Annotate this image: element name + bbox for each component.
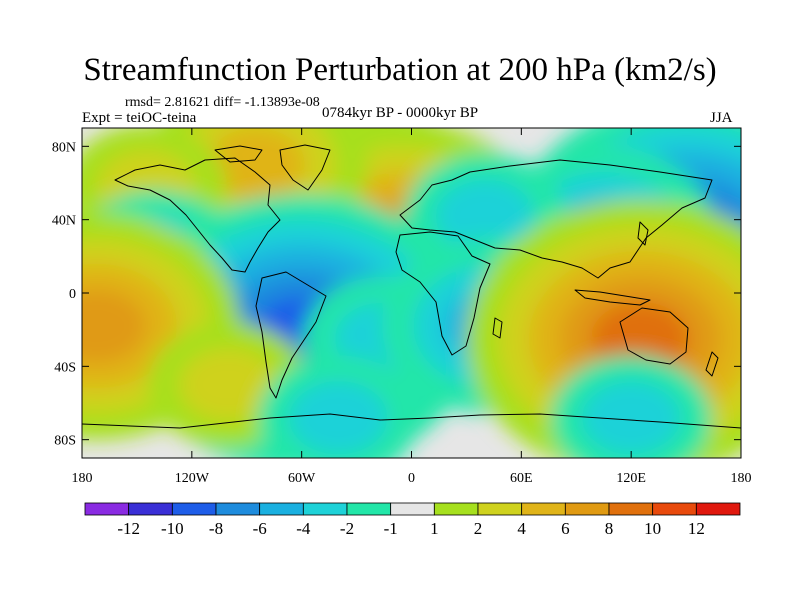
anomaly-antarctic-low bbox=[257, 355, 419, 458]
coast-south-america bbox=[255, 271, 327, 399]
colorbar-label-5: -2 bbox=[340, 519, 354, 538]
anomaly-antarctic-low-east bbox=[550, 355, 712, 458]
colorbar-box-5 bbox=[302, 502, 348, 516]
colorbar-label-12: 10 bbox=[644, 519, 661, 538]
x-tick-label-3: 0 bbox=[408, 471, 415, 486]
colorbar-label-3: -6 bbox=[253, 519, 267, 538]
colorbar-label-13: 12 bbox=[688, 519, 705, 538]
colorbar-label-2: -8 bbox=[209, 519, 223, 538]
coast-north-america bbox=[114, 157, 281, 273]
colorbar-label-9: 4 bbox=[517, 519, 526, 538]
colorbar-box-0 bbox=[84, 502, 130, 516]
coast-japan bbox=[637, 221, 649, 246]
rmsd-stats-label: rmsd= 2.81621 diff= -1.13893e-08 bbox=[125, 95, 320, 110]
period-label: 0784kyr BP - 0000kyr BP bbox=[322, 105, 479, 121]
contour-antarctic-low-east--2 bbox=[581, 381, 681, 455]
x-tick-label-0: 180 bbox=[72, 471, 93, 486]
coast-greenland bbox=[279, 144, 331, 191]
coast-arctic-islands bbox=[214, 145, 263, 163]
colorbar-label-11: 8 bbox=[605, 519, 614, 538]
season-label: JJA bbox=[710, 110, 733, 126]
contour-canada-arctic-high-4 bbox=[206, 128, 306, 202]
coast-antarctica bbox=[82, 413, 741, 429]
y-tick-label-3: 40S bbox=[54, 360, 76, 375]
colorbar-box-12 bbox=[608, 502, 654, 516]
x-tick-label-1: 120W bbox=[175, 471, 210, 486]
contour-south-pacific-high-6 bbox=[82, 289, 147, 363]
colorbar-box-6 bbox=[346, 502, 392, 516]
colorbar-box-13 bbox=[652, 502, 697, 516]
coast-australia bbox=[619, 307, 689, 365]
colorbar-box-10 bbox=[521, 502, 566, 516]
colorbar-box-8 bbox=[433, 502, 479, 516]
x-axis: 180 120W 60W 0 60E 120E 180 bbox=[72, 128, 752, 486]
coast-indonesia bbox=[574, 289, 651, 306]
colorbar-label-10: 6 bbox=[561, 519, 570, 538]
y-tick-label-1: 40N bbox=[52, 214, 76, 229]
colorbar-label-4: -4 bbox=[296, 519, 311, 538]
x-tick-label-6: 180 bbox=[731, 471, 752, 486]
coast-africa bbox=[395, 231, 491, 356]
colorbar-label-0: -12 bbox=[117, 519, 140, 538]
colorbar-label-7: 1 bbox=[430, 519, 439, 538]
y-tick-label-2: 0 bbox=[69, 287, 76, 302]
colorbar-box-9 bbox=[477, 502, 523, 516]
colorbar-label-8: 2 bbox=[474, 519, 483, 538]
coastlines bbox=[82, 144, 741, 429]
x-tick-label-4: 60E bbox=[510, 471, 533, 486]
plot-title: Streamfunction Perturbation at 200 hPa (… bbox=[83, 52, 717, 88]
colorbar-label-1: -10 bbox=[161, 519, 184, 538]
y-axis: 80N 40N 0 40S 80S bbox=[52, 140, 741, 449]
x-tick-label-2: 60W bbox=[288, 471, 316, 486]
x-tick-label-5: 120E bbox=[616, 471, 646, 486]
colorbar-box-2 bbox=[171, 502, 217, 516]
experiment-label: Expt = teiOC-teina bbox=[82, 110, 197, 126]
contour-southern-ocean-high-2 bbox=[179, 348, 278, 422]
colorbar-box-3 bbox=[215, 502, 261, 516]
colorbar-box-11 bbox=[564, 502, 610, 516]
colorbar-box-14 bbox=[695, 502, 741, 516]
colorbar: -12 -10 -8 -6 -4 -2 -1 1 2 4 6 8 10 12 bbox=[84, 502, 741, 538]
y-tick-label-0: 80N bbox=[52, 140, 76, 155]
coast-new-zealand bbox=[705, 351, 719, 377]
colorbar-box-4 bbox=[259, 502, 304, 516]
y-tick-label-4: 80S bbox=[54, 434, 76, 449]
colorbar-box-7 bbox=[390, 502, 435, 516]
contour-antarctic-low--2 bbox=[288, 381, 388, 455]
colorbar-box-1 bbox=[128, 502, 173, 516]
coast-madagascar bbox=[492, 317, 503, 339]
colorbar-label-6: -1 bbox=[384, 519, 398, 538]
